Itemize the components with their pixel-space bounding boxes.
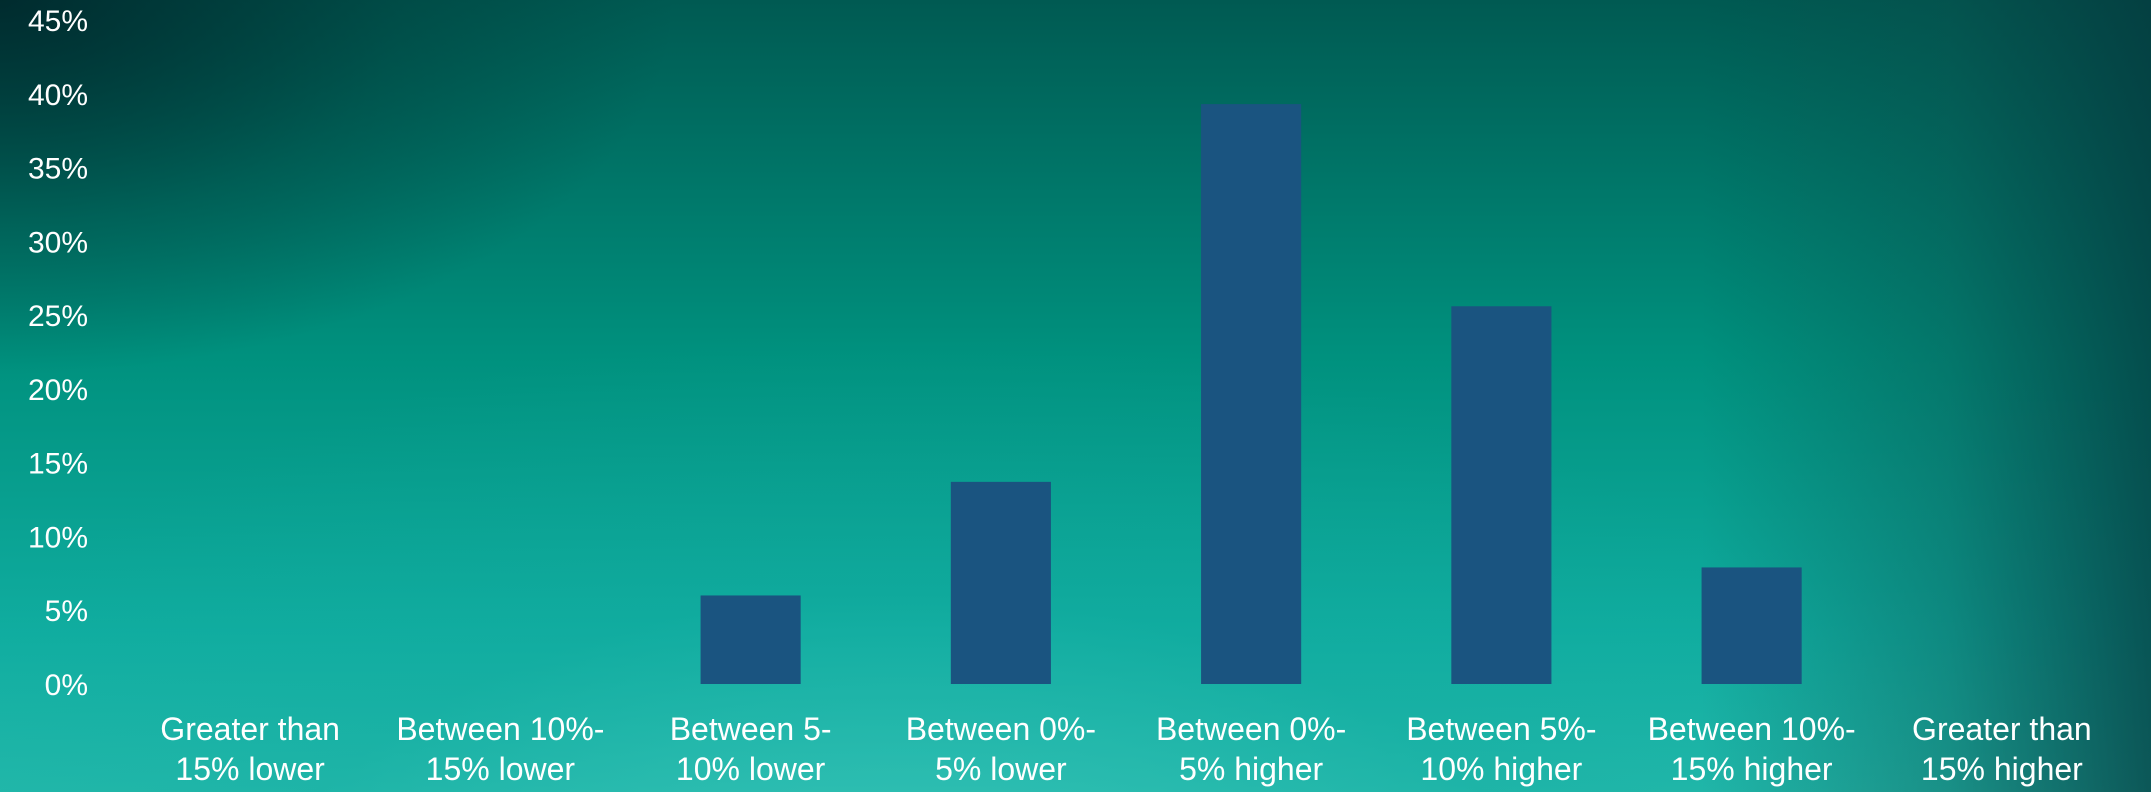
x-tick-label-line: 15% higher [1671,751,1833,787]
x-tick-label: Greater than 15% lower [160,711,340,787]
x-tick-label: Between 10%- 15% lower [396,711,604,787]
x-tick-label-line: 15% higher [1921,751,2083,787]
y-tick-label: 10% [28,521,88,554]
x-tick-label-line: Between 10%- [1648,711,1856,747]
x-tick-label-line: 5% lower [935,751,1067,787]
x-tick-label-line: 15% lower [175,751,325,787]
y-tick-label: 45% [28,5,88,38]
x-tick-label-line: 10% lower [676,751,826,787]
bar [1701,567,1802,684]
x-tick-label: Between 10%- 15% higher [1648,711,1856,787]
x-axis: Greater than 15% lower Between 10%- 15% low… [160,711,2091,787]
x-tick-label: Between 0%- 5% lower [906,711,1096,787]
x-tick-label: Between 0%- 5% higher [1156,711,1346,787]
x-tick-label: Between 5%- 10% higher [1406,711,1596,787]
x-tick-label: Greater than 15% higher [1912,711,2092,787]
bar [1201,104,1302,684]
x-tick-label-line: Greater than [160,711,340,747]
bar [950,481,1051,684]
y-tick-label: 5% [45,595,88,628]
y-tick-label: 20% [28,374,88,407]
x-tick-label-line: 5% higher [1179,751,1323,787]
bar [700,595,801,684]
x-tick-label-line: Between 5- [670,711,832,747]
y-tick-label: 0% [45,669,88,702]
y-tick-label: 15% [28,448,88,481]
x-tick-label: Between 5- 10% lower [670,711,832,787]
y-tick-label: 35% [28,153,88,186]
bars [700,104,1802,684]
y-axis: 0% 5% 10% 15% 20% 25% 30% 35% 40% 45% [28,5,88,702]
x-tick-label-line: Between 10%- [396,711,604,747]
bar [1451,306,1552,684]
y-tick-label: 30% [28,226,88,259]
x-tick-label-line: Between 5%- [1406,711,1596,747]
x-tick-label-line: Between 0%- [1156,711,1346,747]
x-tick-label-line: 10% higher [1420,751,1582,787]
y-tick-label: 25% [28,300,88,333]
x-tick-label-line: Greater than [1912,711,2092,747]
x-tick-label-line: Between 0%- [906,711,1096,747]
x-tick-label-line: 15% lower [426,751,576,787]
y-tick-label: 40% [28,79,88,112]
